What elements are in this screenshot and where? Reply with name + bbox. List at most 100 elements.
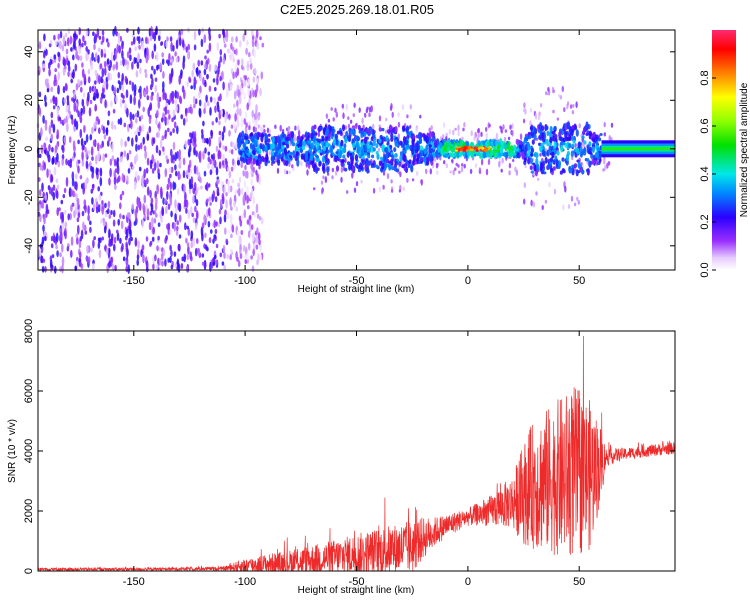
spectrogram-noise-cell <box>43 162 46 171</box>
spectrogram-noise-cell <box>141 218 144 229</box>
spectrogram-band-cell <box>249 132 253 137</box>
spectrogram-noise-cell <box>198 150 202 159</box>
spectrogram-noise-cell <box>178 173 182 180</box>
spectrogram-band-cell <box>389 125 393 131</box>
spectrogram-scatter-cell <box>352 113 355 118</box>
spectrogram-noise-cell <box>173 251 177 257</box>
spectrogram-scatter-cell <box>535 191 538 196</box>
spectrogram-band-cell <box>244 135 248 141</box>
spectrogram-noise-cell <box>105 127 109 134</box>
spectrogram-noise-cell <box>107 72 110 81</box>
spectrogram-noise-cell <box>57 84 60 95</box>
spectrogram-noise-cell <box>203 68 207 76</box>
spectrogram-noise-cell <box>222 57 226 65</box>
spectrogram-band-cell <box>385 135 389 142</box>
spectrogram-noise-cell <box>38 200 42 205</box>
spectrogram-noise-cell <box>87 91 90 102</box>
spectrogram-band-cell <box>560 144 564 153</box>
spectrogram-noise-cell <box>209 169 213 176</box>
spectrogram-noise-cell <box>214 105 217 113</box>
spectrogram-band-cell <box>255 159 259 166</box>
spectrogram-noise-cell <box>93 43 96 51</box>
spectrogram-band-cell <box>519 140 523 146</box>
spectrogram-noise-cell <box>223 43 227 48</box>
spectrogram-noise-cell <box>170 41 173 52</box>
spectrogram-band-cell <box>277 136 281 141</box>
spectrogram-noise-cell <box>175 170 178 177</box>
spectrogram-noise-cell <box>119 156 123 164</box>
spectrogram-band-cell <box>444 141 448 149</box>
spectrogram-noise-cell <box>111 84 114 92</box>
spectrogram-scatter-cell <box>291 164 294 169</box>
spectrogram-noise-cell <box>53 166 57 176</box>
spectrogram-noise-cell <box>237 182 240 188</box>
spectrogram-noise-cell <box>70 188 73 197</box>
spectrogram-band-cell <box>597 148 601 152</box>
spectrogram-band-cell <box>432 152 436 158</box>
spectrogram-noise-cell <box>203 259 207 269</box>
spectrogram-scatter-cell <box>372 187 376 194</box>
spectrogram-noise-cell <box>227 166 230 172</box>
spectrogram-band-cell <box>566 136 570 142</box>
spectrogram-noise-cell <box>91 156 94 161</box>
spectrogram-noise-cell <box>227 211 230 220</box>
spectrogram-noise-cell <box>208 33 212 42</box>
spectrogram-noise-cell <box>82 105 86 115</box>
spectrogram-noise-cell <box>224 227 227 235</box>
spectrogram-noise-cell <box>137 131 141 136</box>
spectrogram-noise-cell <box>70 47 73 52</box>
spectrogram-band-cell <box>285 160 289 167</box>
spectrogram-noise-cell <box>239 40 242 48</box>
spectrogram-scatter-cell <box>541 158 544 162</box>
spectrogram-noise-cell <box>256 41 260 50</box>
spectrogram-scatter-cell <box>257 124 260 129</box>
spectrogram-noise-cell <box>208 63 212 72</box>
spectrogram-noise-cell <box>76 236 79 245</box>
spectrogram-noise-cell <box>51 157 55 164</box>
spectrogram-band-cell <box>405 139 409 145</box>
spectrogram-scatter-cell <box>500 168 503 173</box>
spectrogram-noise-cell <box>228 149 232 154</box>
spectrogram-noise-cell <box>89 134 93 141</box>
spectrogram-noise-cell <box>153 43 157 52</box>
spectrogram-noise-cell <box>248 52 251 58</box>
spectrogram-band-cell <box>363 130 367 137</box>
spectrogram-band-cell <box>304 131 308 138</box>
spectrogram-noise-cell <box>69 35 73 45</box>
spectrogram-noise-cell <box>228 170 232 179</box>
spectrogram-noise-cell <box>230 206 233 211</box>
spectrogram-noise-cell <box>195 67 199 74</box>
spectrogram-noise-cell <box>64 65 67 70</box>
spectrogram-noise-cell <box>119 194 123 201</box>
spectrogram-noise-cell <box>246 194 249 204</box>
spectrogram-noise-cell <box>125 259 129 266</box>
spectrogram-noise-cell <box>249 57 252 64</box>
spectrogram-band-cell <box>274 136 278 144</box>
spectrogram-scatter-cell <box>276 167 280 174</box>
spectrogram-noise-cell <box>97 54 100 64</box>
spectrogram-noise-cell <box>121 243 124 251</box>
spectrogram-scatter-cell <box>321 188 324 195</box>
spectrogram-noise-cell <box>145 36 148 44</box>
spectrogram-band-cell <box>342 154 346 159</box>
spectrogram-band-cell <box>549 137 553 144</box>
spectrogram-scatter-cell <box>391 111 394 118</box>
spectrogram-noise-cell <box>207 220 211 228</box>
spectrogram-scatter-cell <box>548 181 551 188</box>
spectrogram-noise-cell <box>170 67 174 78</box>
colorbar-tick-label: 0.0 <box>699 262 711 277</box>
spectrogram-noise-cell <box>120 151 123 156</box>
spectrogram-band-cell <box>452 152 456 158</box>
spectrogram-noise-cell <box>38 189 42 197</box>
spectrogram-scatter-cell <box>322 175 325 180</box>
spectrogram-noise-cell <box>224 209 227 216</box>
spectrogram-band-cell <box>315 155 320 159</box>
snr-x-axis-label: Height of straight line (km) <box>298 585 415 596</box>
spectrogram-band-cell <box>524 144 528 148</box>
spectrogram-noise-cell <box>207 163 210 169</box>
spectrogram-noise-cell <box>191 69 194 78</box>
spectrogram-noise-cell <box>77 165 80 174</box>
spectrogram-band-cell <box>285 137 289 142</box>
spectrogram-band-cell <box>533 164 537 172</box>
spectrogram-scatter-cell <box>458 170 461 174</box>
